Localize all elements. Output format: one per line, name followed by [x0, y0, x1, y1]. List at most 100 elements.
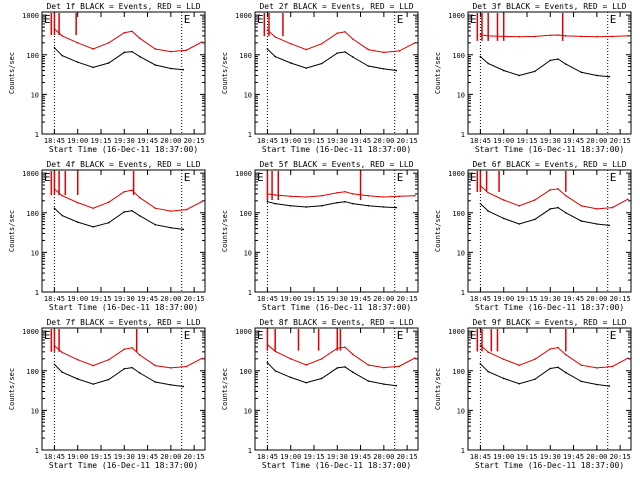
- data-point-lld: [139, 196, 141, 199]
- y-axis-label: Counts/sec: [8, 52, 16, 94]
- data-point-lld: [479, 33, 482, 36]
- data-point-lld: [320, 42, 323, 45]
- end-marker-label: E: [610, 13, 617, 26]
- data-point-lld: [398, 195, 401, 198]
- data-point-events: [344, 200, 346, 203]
- data-point-lld: [627, 35, 629, 37]
- panel-1: Det 1f BLACK = Events, RED = LLD Start Ti…: [8, 2, 206, 154]
- data-point-events: [170, 384, 172, 386]
- data-point-events: [608, 75, 611, 78]
- data-point-lld: [131, 30, 133, 33]
- data-point-lld: [76, 42, 79, 44]
- data-point-lld: [305, 364, 308, 366]
- data-point-events: [395, 384, 398, 387]
- panel-8: Det 8f BLACK = Events, RED = LLD Start Ti…: [221, 318, 419, 470]
- data-point-events: [565, 63, 567, 65]
- x-tick-label: 19:30: [327, 453, 348, 461]
- series-line-lld: [480, 185, 629, 210]
- x-tick-label: 19:30: [540, 137, 561, 145]
- x-tick-label: 19:30: [327, 295, 348, 303]
- panel-4: Det 4f BLACK = Events, RED = LLD Start Ti…: [8, 160, 206, 312]
- y-axis-label: Counts/sec: [221, 210, 229, 252]
- x-tick-label: 18:45: [257, 453, 278, 461]
- data-point-events: [479, 55, 482, 58]
- data-point-events: [580, 380, 583, 383]
- x-tick-label: 19:15: [90, 295, 111, 303]
- series-line-lld: [480, 34, 628, 38]
- data-point-events: [182, 385, 185, 388]
- x-tick-label: 18:45: [470, 295, 491, 303]
- data-point-lld: [107, 42, 110, 44]
- data-point-events: [479, 202, 482, 205]
- x-tick-label: 19:30: [114, 453, 135, 461]
- y-axis-label: Counts/sec: [221, 52, 229, 94]
- y-tick-label: 10: [31, 249, 39, 257]
- data-point-lld: [131, 189, 133, 192]
- y-tick-label: 100: [239, 210, 252, 218]
- data-point-lld: [61, 351, 63, 354]
- data-point-lld: [305, 48, 308, 51]
- data-point-lld: [518, 364, 521, 367]
- data-point-lld: [533, 199, 536, 201]
- data-point-events: [61, 214, 63, 217]
- x-axis-label: Start Time (16-Dec-11 18:37:00): [475, 303, 624, 312]
- data-point-lld: [565, 194, 567, 197]
- data-point-events: [266, 361, 269, 364]
- y-tick-label: 100: [26, 368, 39, 376]
- data-point-events: [557, 206, 559, 209]
- x-tick-label: 19:00: [280, 295, 301, 303]
- data-point-events: [320, 62, 323, 65]
- data-point-lld: [580, 35, 583, 38]
- x-tick-label: 20:00: [160, 295, 181, 303]
- data-point-lld: [627, 357, 629, 359]
- data-point-lld: [352, 193, 354, 195]
- panel-5: Det 5f BLACK = Events, RED = LLD Start Ti…: [221, 160, 419, 312]
- plot-frame: [41, 169, 206, 293]
- data-point-events: [76, 61, 79, 63]
- x-tick-label: 19:45: [563, 137, 584, 145]
- x-tick-label: 18:45: [44, 295, 65, 303]
- data-point-events: [367, 204, 370, 207]
- y-tick-label: 1: [461, 289, 465, 297]
- data-point-lld: [274, 36, 276, 38]
- y-tick-label: 1000: [22, 328, 39, 336]
- data-point-lld: [565, 35, 567, 37]
- x-tick-label: 18:45: [470, 137, 491, 145]
- data-point-events: [533, 218, 536, 221]
- data-point-events: [383, 206, 385, 208]
- data-point-events: [502, 69, 505, 72]
- data-point-lld: [414, 42, 416, 44]
- start-marker-label: E: [44, 13, 51, 26]
- data-point-events: [518, 382, 521, 385]
- x-tick-label: 19:00: [280, 453, 301, 461]
- data-point-events: [53, 46, 56, 49]
- y-tick-label: 10: [244, 91, 252, 99]
- data-point-lld: [611, 365, 614, 368]
- data-point-lld: [414, 194, 416, 197]
- data-point-events: [53, 207, 56, 210]
- data-point-lld: [352, 353, 354, 356]
- data-point-events: [274, 55, 276, 58]
- data-point-events: [131, 50, 133, 53]
- data-point-events: [92, 66, 95, 69]
- data-point-events: [533, 378, 536, 381]
- data-point-events: [266, 48, 269, 50]
- x-tick-label: 19:15: [516, 137, 537, 145]
- data-point-events: [61, 371, 63, 373]
- y-tick-label: 1000: [448, 12, 465, 20]
- x-tick-label: 19:00: [67, 137, 88, 145]
- series-line-events: [54, 207, 184, 230]
- y-tick-label: 1: [461, 447, 465, 455]
- data-point-events: [336, 52, 339, 54]
- x-tick-label: 20:00: [160, 137, 181, 145]
- data-point-events: [61, 54, 63, 57]
- data-point-lld: [170, 367, 172, 369]
- data-point-lld: [201, 200, 203, 203]
- data-point-events: [170, 226, 172, 229]
- x-tick-label: 19:30: [540, 453, 561, 461]
- panel-title: Det 6f BLACK = Events, RED = LLD: [472, 160, 626, 169]
- data-point-events: [182, 228, 185, 231]
- data-point-lld: [367, 364, 370, 366]
- data-point-events: [479, 362, 482, 365]
- y-tick-label: 100: [452, 210, 465, 218]
